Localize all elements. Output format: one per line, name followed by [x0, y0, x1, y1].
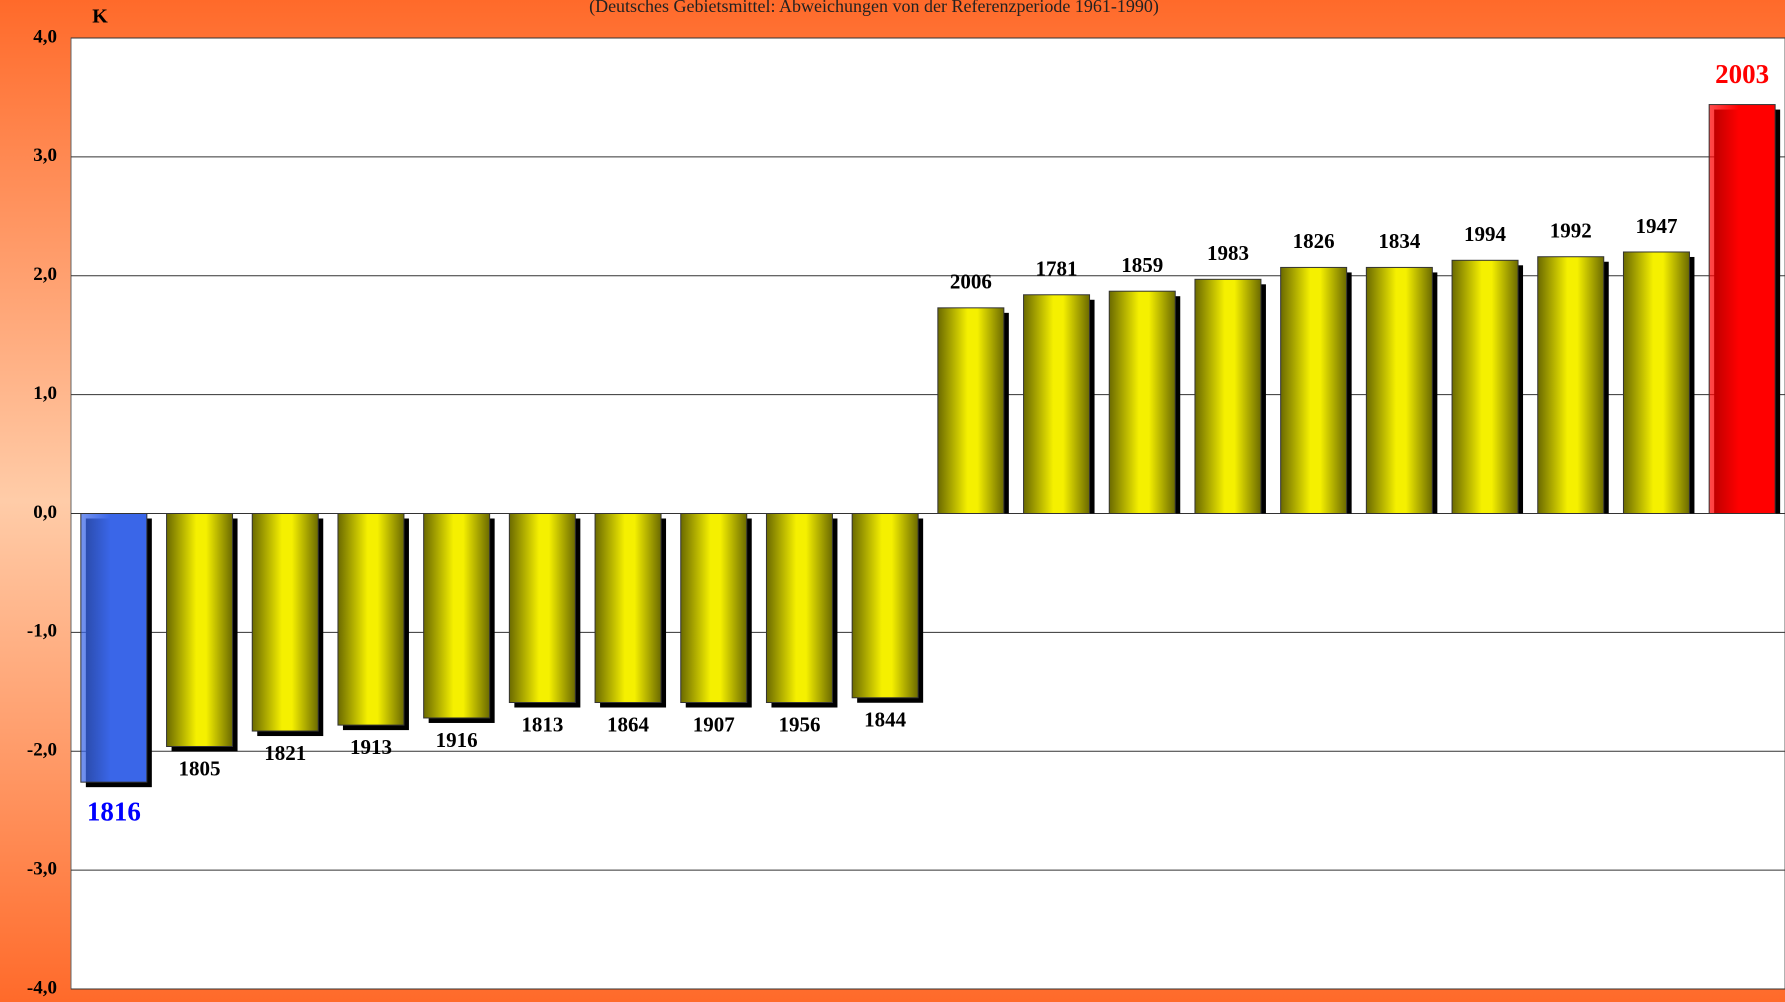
bar-label: 1956: [778, 712, 820, 736]
bar-label: 1994: [1464, 222, 1507, 246]
bar-label: 1913: [350, 735, 392, 759]
bar-label: 1916: [436, 728, 478, 752]
bar: [1023, 294, 1091, 514]
bar-label: 1844: [864, 708, 907, 732]
bar: [80, 513, 148, 783]
y-tick-label: -4,0: [27, 977, 57, 998]
bar-label: 1947: [1635, 214, 1677, 238]
bar-label: 1813: [521, 712, 563, 736]
bar: [1622, 251, 1690, 514]
bar-label: 2006: [950, 270, 992, 294]
y-tick-label: -3,0: [27, 858, 57, 879]
bar-label: 1992: [1550, 219, 1592, 243]
bar: [423, 513, 491, 719]
bar: [1365, 266, 1433, 514]
bar: [1280, 266, 1348, 514]
bar: [1451, 259, 1519, 515]
bar: [1537, 256, 1605, 514]
bar: [851, 513, 919, 699]
chart-subtitle: (Deutsches Gebietsmittel: Abweichungen v…: [589, 0, 1159, 17]
bar-label: 1859: [1121, 253, 1163, 277]
bar: [508, 513, 576, 704]
bar: [594, 513, 662, 704]
y-tick-label: 1,0: [33, 383, 57, 404]
bar-label: 1864: [607, 712, 650, 736]
bar-label: 2003: [1715, 59, 1769, 89]
bar: [1108, 290, 1176, 514]
bar-label: 1821: [264, 741, 306, 765]
y-axis-label: K: [92, 6, 108, 28]
bar-label: 1983: [1207, 241, 1249, 265]
bar-label: 1907: [693, 712, 735, 736]
bar: [680, 513, 748, 704]
bar-label: 1781: [1036, 257, 1078, 281]
y-tick-label: 0,0: [33, 502, 57, 523]
y-tick-label: 3,0: [33, 145, 57, 166]
y-tick-label: 2,0: [33, 264, 57, 285]
y-tick-label: -2,0: [27, 740, 57, 761]
bar: [937, 307, 1005, 514]
bar: [337, 513, 405, 726]
bar-label: 1826: [1293, 229, 1335, 253]
y-tick-label: 4,0: [33, 26, 57, 47]
bar-label: 1805: [179, 756, 221, 780]
bar: [1708, 104, 1776, 514]
bar: [166, 513, 234, 747]
bar: [1194, 278, 1262, 514]
y-tick-label: -1,0: [27, 621, 57, 642]
bar: [251, 513, 319, 732]
bar-label: 1834: [1378, 229, 1421, 253]
bar: [765, 513, 833, 704]
bar-label: 1816: [87, 796, 141, 826]
